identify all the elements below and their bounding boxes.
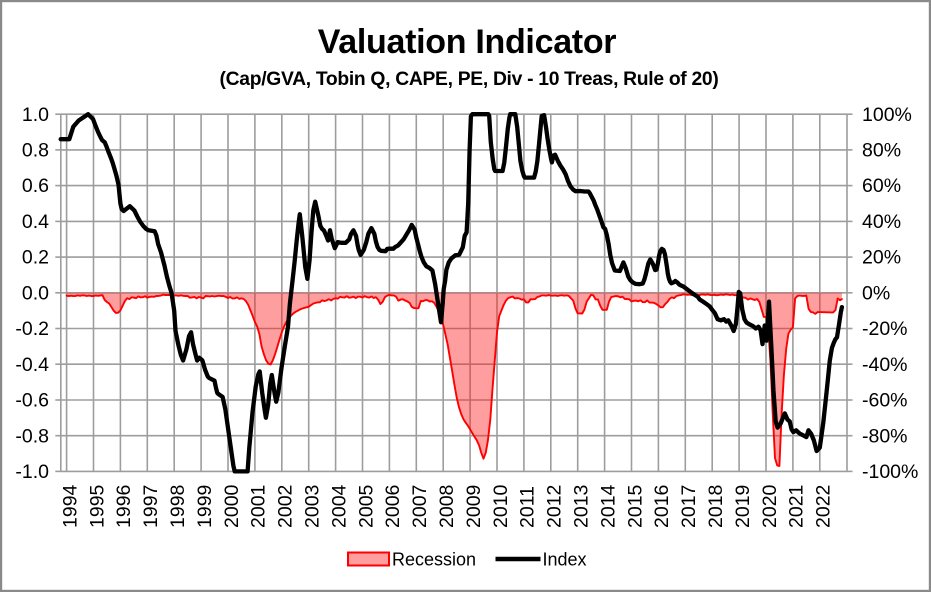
svg-text:0.6: 0.6	[22, 175, 49, 197]
svg-text:1995: 1995	[86, 484, 108, 528]
svg-text:-40%: -40%	[862, 354, 908, 376]
svg-text:2017: 2017	[678, 485, 700, 528]
svg-text:-1.0: -1.0	[15, 461, 49, 483]
svg-text:2002: 2002	[275, 485, 297, 528]
svg-text:-80%: -80%	[862, 425, 908, 447]
svg-text:100%: 100%	[862, 104, 912, 126]
svg-text:Index: Index	[543, 550, 587, 570]
svg-text:-60%: -60%	[862, 390, 908, 412]
svg-text:2010: 2010	[490, 484, 512, 528]
svg-text:0.8: 0.8	[22, 140, 49, 162]
svg-text:(Cap/GVA, Tobin Q, CAPE, PE, D: (Cap/GVA, Tobin Q, CAPE, PE, Div - 10 Tr…	[220, 69, 719, 90]
svg-text:2022: 2022	[813, 485, 835, 528]
svg-text:2007: 2007	[409, 485, 431, 528]
svg-text:Valuation Indicator: Valuation Indicator	[318, 23, 617, 61]
svg-text:-0.4: -0.4	[15, 354, 49, 376]
svg-text:1998: 1998	[167, 485, 189, 528]
svg-text:60%: 60%	[862, 175, 901, 197]
svg-text:2011: 2011	[517, 486, 539, 528]
svg-text:0.2: 0.2	[22, 247, 49, 269]
svg-text:40%: 40%	[862, 211, 901, 233]
svg-text:80%: 80%	[862, 140, 901, 162]
svg-text:-20%: -20%	[862, 318, 908, 340]
svg-text:1994: 1994	[59, 484, 81, 528]
svg-text:2000: 2000	[221, 484, 243, 528]
svg-text:-0.2: -0.2	[15, 318, 49, 340]
svg-text:2001: 2001	[248, 485, 270, 528]
svg-text:2018: 2018	[705, 485, 727, 528]
svg-text:2005: 2005	[355, 484, 377, 528]
svg-text:0.0: 0.0	[22, 282, 49, 304]
svg-text:2008: 2008	[436, 485, 458, 528]
svg-text:1999: 1999	[194, 485, 216, 528]
svg-text:1996: 1996	[113, 485, 135, 528]
svg-text:2012: 2012	[544, 485, 566, 528]
svg-text:2016: 2016	[651, 485, 673, 528]
svg-text:1997: 1997	[140, 485, 162, 528]
svg-text:2020: 2020	[759, 484, 781, 528]
svg-text:1.0: 1.0	[22, 104, 49, 126]
svg-text:20%: 20%	[862, 247, 901, 269]
svg-text:2004: 2004	[328, 484, 350, 528]
svg-text:0.4: 0.4	[22, 211, 49, 233]
svg-text:2019: 2019	[732, 485, 754, 528]
svg-text:2003: 2003	[302, 485, 324, 528]
svg-text:0%: 0%	[862, 282, 890, 304]
svg-text:-0.8: -0.8	[15, 425, 49, 447]
svg-text:2021: 2021	[786, 485, 808, 528]
svg-text:2014: 2014	[597, 484, 619, 528]
svg-text:-0.6: -0.6	[15, 390, 49, 412]
svg-text:2009: 2009	[463, 485, 485, 528]
svg-text:Recession: Recession	[392, 550, 476, 570]
svg-text:2015: 2015	[624, 484, 646, 528]
svg-text:2013: 2013	[571, 485, 593, 528]
svg-text:2006: 2006	[382, 485, 404, 528]
svg-text:-100%: -100%	[862, 461, 918, 483]
